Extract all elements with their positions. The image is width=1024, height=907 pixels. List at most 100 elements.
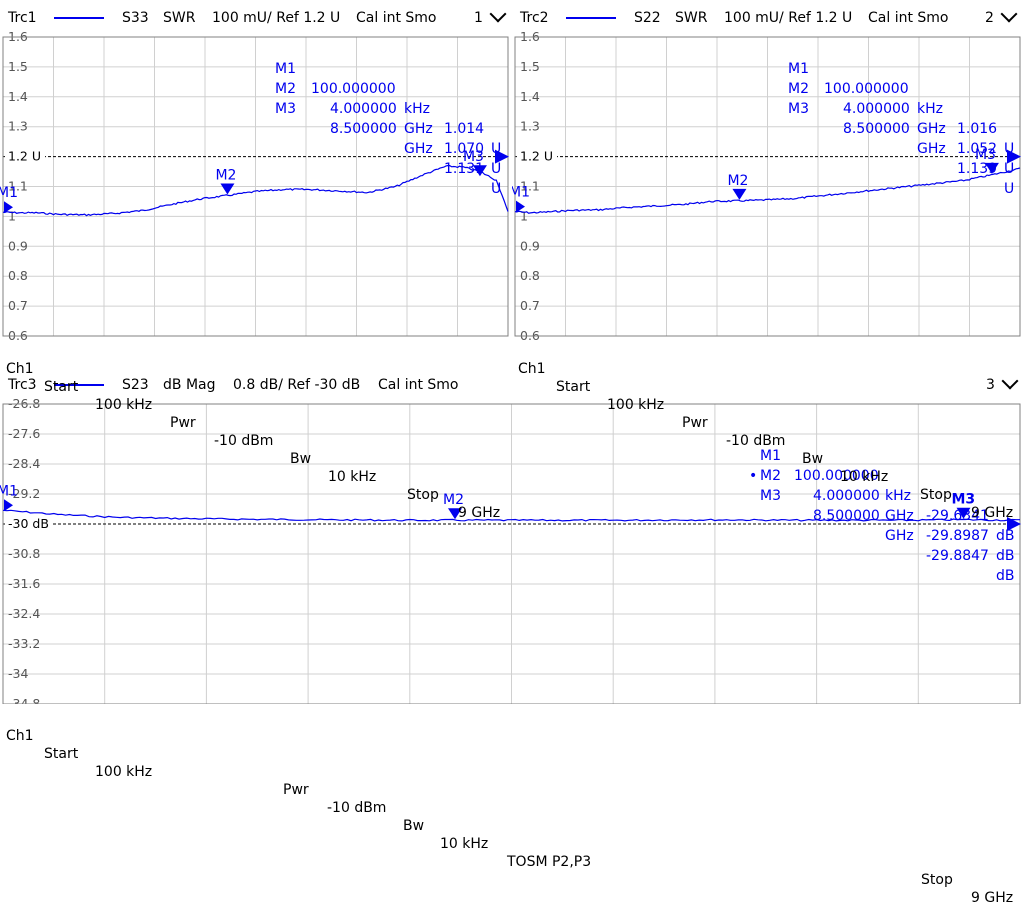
- marker-triangle-icon: [472, 165, 487, 177]
- start-label: Start: [44, 746, 79, 762]
- marker-row-m3[interactable]: M3 8.500000 GHz 1.139 U: [788, 79, 1014, 219]
- marker-name: M2: [788, 81, 809, 97]
- marker-row-m2[interactable]: M2 4.000000 GHz 1.052 U: [788, 59, 1014, 199]
- marker-freq-unit: GHz: [404, 141, 433, 157]
- start-label: Start: [44, 379, 79, 395]
- y-tick-label: 1.3: [8, 119, 28, 134]
- marker-value-unit: dB: [996, 568, 1015, 584]
- marker-freq-unit: GHz: [917, 141, 946, 157]
- y-tick-label: -30.8: [8, 546, 40, 561]
- trace-scale[interactable]: 100 mU/ Ref 1.2 U: [212, 10, 341, 26]
- marker-row-m2[interactable]: M2 4.000000 GHz -29.8987 dB: [745, 426, 1015, 586]
- diagram-number: 1: [474, 10, 483, 26]
- y-tick-label: 1: [8, 208, 16, 223]
- marker-value-unit: U: [491, 181, 502, 197]
- marker-label: M2: [443, 492, 464, 508]
- y-tick-label: 0.9: [520, 238, 540, 253]
- chevron-down-icon[interactable]: [486, 5, 507, 29]
- marker-value: 1.014: [444, 121, 485, 137]
- marker-value-unit: U: [1004, 161, 1015, 177]
- marker-value: -29.8847: [926, 548, 989, 564]
- trace-name[interactable]: Trc2: [520, 10, 549, 26]
- ref-label-bg: [5, 148, 45, 164]
- marker-freq: 8.500000: [330, 121, 397, 137]
- marker-row-m1[interactable]: M1 100.000000 kHz 1.016 U: [788, 39, 1014, 179]
- trace-cal-state: Cal int Smo: [868, 10, 949, 26]
- reference-arrow-icon: [1007, 517, 1021, 531]
- trace-scale[interactable]: 100 mU/ Ref 1.2 U: [724, 10, 853, 26]
- trace-parameter[interactable]: S22: [634, 10, 661, 26]
- channel-name[interactable]: Ch1: [6, 361, 34, 377]
- start-frequency[interactable]: 100 kHz: [95, 397, 153, 413]
- marker-row-m1[interactable]: M1 100.000000 kHz 1.014 U: [275, 39, 501, 179]
- start-frequency[interactable]: 100 kHz: [95, 764, 153, 780]
- stop-frequency[interactable]: 9 GHz: [971, 890, 1014, 906]
- trace-parameter[interactable]: S33: [122, 10, 149, 26]
- trace-scale[interactable]: 0.8 dB/ Ref -30 dB: [233, 377, 361, 393]
- marker-freq-unit: kHz: [917, 101, 943, 117]
- reference-arrow-icon: [1007, 149, 1021, 164]
- bandwidth-value[interactable]: 10 kHz: [328, 469, 377, 485]
- chevron-down-icon[interactable]: [998, 372, 1019, 396]
- marker-row-m3[interactable]: M3 8.500000 GHz 1.131 U: [275, 79, 501, 219]
- diagram3-plot[interactable]: -26.8-27.6-28.4-29.2-30 dB-30.8-31.6-32.…: [0, 398, 1024, 704]
- marker-value-unit: U: [491, 161, 502, 177]
- reference-arrow-icon: [495, 149, 509, 164]
- marker-freq-unit: GHz: [885, 528, 914, 544]
- marker-value: 1.052: [957, 141, 998, 157]
- marker-value: -29.6341: [926, 508, 989, 524]
- diagram3-header: Trc3 S23 dB Mag 0.8 dB/ Ref -30 dB Cal i…: [8, 372, 1020, 396]
- trace-name[interactable]: Trc1: [8, 10, 37, 26]
- marker-row-m3[interactable]: • M3 8.500000 GHz -29.8847 dB: [745, 446, 1015, 606]
- marker-triangle-icon: [984, 162, 999, 174]
- calibration-type[interactable]: TOSM P2,P3: [507, 854, 592, 870]
- marker-name: M2: [760, 468, 781, 484]
- marker-value: 1.070: [444, 141, 485, 157]
- marker-name: M1: [788, 61, 809, 77]
- ref-label-bg: [517, 148, 557, 164]
- bandwidth-label: Bw: [802, 451, 824, 467]
- diagram1-header: Trc1 S33 SWR 100 mU/ Ref 1.2 U Cal int S…: [8, 5, 508, 29]
- marker-row-m1[interactable]: M1 100.000000 kHz -29.6341 dB: [745, 406, 1015, 566]
- stop-frequency[interactable]: 9 GHz: [458, 505, 501, 521]
- trace-format[interactable]: SWR: [163, 10, 196, 26]
- power-value[interactable]: -10 dBm: [726, 433, 786, 449]
- marker-m1-icon: [4, 499, 14, 512]
- trace-name[interactable]: Trc3: [8, 377, 37, 393]
- power-label: Pwr: [170, 415, 196, 431]
- trace-cal-state: Cal int Smo: [356, 10, 437, 26]
- chevron-down-icon[interactable]: [997, 5, 1018, 29]
- marker-freq-unit: kHz: [404, 101, 430, 117]
- y-tick-label: -27.6: [8, 426, 40, 441]
- plot-frame: [2, 36, 509, 337]
- marker-name: M2: [275, 81, 296, 97]
- marker-freq-unit: GHz: [917, 121, 946, 137]
- y-tick-label: -32.4: [8, 606, 40, 621]
- y-tick-label: -34.8: [8, 696, 40, 704]
- y-tick-label: 1.1: [520, 179, 540, 194]
- channel-name[interactable]: Ch1: [6, 728, 34, 744]
- trace-parameter[interactable]: S23: [122, 377, 149, 393]
- marker-m1-icon: [516, 200, 526, 213]
- bandwidth-value[interactable]: 10 kHz: [440, 836, 489, 852]
- active-marker-indicator: •: [749, 468, 758, 484]
- marker-row-m2[interactable]: M2 4.000000 GHz 1.070 U: [275, 59, 501, 199]
- channel-name[interactable]: Ch1: [518, 361, 546, 377]
- y-tick-label: -33.2: [8, 636, 40, 651]
- power-value[interactable]: -10 dBm: [214, 433, 274, 449]
- bandwidth-value[interactable]: 10 kHz: [840, 469, 889, 485]
- marker-label: M2: [215, 167, 236, 183]
- trace-format[interactable]: dB Mag: [163, 377, 216, 393]
- diagram2-marker-table: M1 100.000000 kHz 1.016 U M2 4.000000 GH…: [788, 39, 1018, 197]
- power-value[interactable]: -10 dBm: [327, 800, 387, 816]
- start-frequency[interactable]: 100 kHz: [607, 397, 665, 413]
- y-tick-label: 1.4: [8, 89, 28, 104]
- trace-line: [514, 167, 1021, 214]
- marker-triangle-icon: [956, 507, 971, 519]
- stop-frequency[interactable]: 9 GHz: [971, 505, 1014, 521]
- y-tick-label: 1.3: [520, 119, 540, 134]
- marker-label: M3: [952, 492, 976, 508]
- trace-format[interactable]: SWR: [675, 10, 708, 26]
